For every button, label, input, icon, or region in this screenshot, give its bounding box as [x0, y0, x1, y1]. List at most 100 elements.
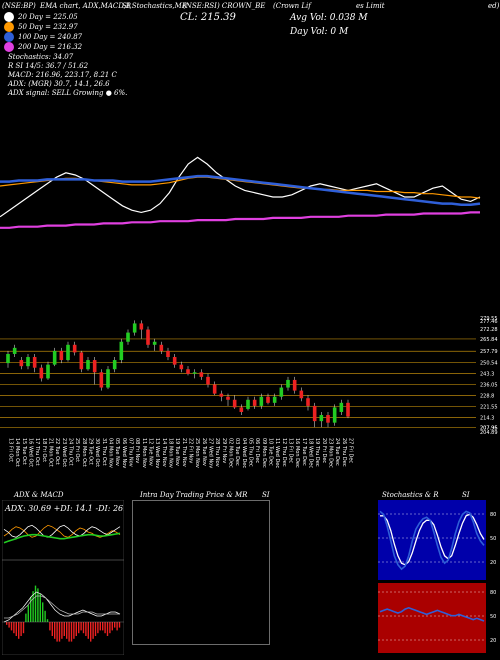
price-level-label: 279.55: [480, 316, 498, 322]
stoch-k-line: [379, 510, 485, 571]
macd-bar: [106, 622, 109, 636]
company-name-2: es Limit: [356, 2, 385, 10]
candle-body: [206, 376, 210, 385]
candle-body: [186, 369, 190, 374]
chart-description: EMA chart, ADX,MACD,B: [40, 2, 131, 10]
date-label: 24 Tue Dec: [334, 438, 340, 466]
rsi-line: [379, 606, 485, 622]
company-name-3: ed): [488, 2, 500, 10]
macd-bar: [39, 594, 41, 622]
date-label: 20 Fri Dec: [321, 438, 327, 463]
macd-bar: [102, 622, 104, 631]
date-label: 16 Wed Oct: [28, 438, 34, 467]
macd-bar: [13, 622, 15, 634]
date-label: 18 Fri Oct: [41, 438, 47, 462]
candles: [6, 320, 350, 428]
date-label: 21 Thu Nov: [181, 438, 187, 467]
candle-body: [72, 344, 77, 353]
candle-body: [339, 402, 344, 412]
macd-signal-line: [4, 595, 120, 619]
date-label: 15 Tue Oct: [21, 438, 27, 465]
price-level-label: 214.3: [480, 416, 494, 422]
date-label: 06 Fri Dec: [254, 438, 260, 463]
candle-body: [286, 379, 290, 388]
date-labels: 13 Fri Oct 14 Mon Oct 15 Tue Oct 16 Wed Oct…: [8, 438, 354, 468]
candle-body: [152, 341, 157, 345]
adx-minus-di-line: [3, 524, 121, 538]
stoch-rsi-panel: 80 50 20 80 50 20: [378, 500, 496, 653]
adx-signal: ADX signal: SELL Growing ● 6%.: [8, 89, 128, 97]
price-level-label: 277.46: [480, 319, 498, 325]
candle-body: [272, 396, 277, 403]
date-label: 05 Thu Dec: [248, 438, 254, 467]
date-label: 17 Thu Oct: [34, 438, 40, 466]
macd-bar: [109, 622, 111, 634]
macd-bar: [44, 610, 46, 622]
macd-bar: [90, 622, 92, 642]
macd-bar: [87, 622, 89, 639]
date-label: 07 Thu Nov: [128, 438, 134, 467]
date-label: 02 Mon Dec: [228, 438, 234, 468]
date-label: 31 Thu Oct: [101, 438, 107, 466]
candle-body: [19, 360, 24, 367]
macd-bar: [32, 591, 34, 622]
candle-body: [266, 396, 270, 403]
stoch-bg: [378, 500, 486, 580]
legend-swatch: [4, 12, 14, 22]
macd-bar: [58, 622, 61, 642]
macd-bar: [56, 622, 58, 642]
price-level-label: 221.55: [480, 405, 498, 411]
macd-bar: [114, 622, 116, 628]
stoch-tick-20: 20: [490, 560, 496, 566]
candle-body: [299, 390, 304, 399]
date-label: 18 Wed Dec: [308, 438, 314, 468]
legend-label: 20 Day = 225.05: [18, 13, 78, 21]
candle-body: [179, 364, 184, 370]
date-label: 28 Mon Oct: [81, 438, 87, 467]
candle-body: [6, 353, 10, 364]
date-label: 26 Tue Nov: [201, 438, 207, 466]
macd-bar: [75, 622, 77, 636]
macd-bar: [66, 622, 68, 639]
date-axis: 13 Fri Oct 14 Mon Oct 15 Tue Oct 16 Wed Oct…: [8, 438, 354, 468]
legend-ema20: 20 Day = 225.05: [4, 12, 82, 22]
date-label: 28 Thu Nov: [214, 438, 220, 467]
candle-body: [319, 415, 324, 422]
date-label: 17 Tue Dec: [301, 438, 307, 466]
date-label: 06 Wed Nov: [121, 438, 127, 468]
macd-bar: [111, 622, 113, 631]
macd-line: [3, 591, 121, 623]
macd-bar: [104, 622, 106, 634]
chart-description-2: SI,Stochastics,MR: [122, 2, 188, 10]
rsi-tick-50: 50: [490, 614, 496, 620]
macd-bar: [82, 622, 85, 634]
date-label: 23 Wed Oct: [61, 438, 67, 467]
macd-bar: [49, 622, 51, 631]
date-label: 14 Mon Oct: [14, 438, 20, 467]
date-label: 24 Thu Oct: [68, 438, 74, 466]
price-level-label: 236.05: [480, 382, 498, 388]
candle-body: [79, 352, 84, 370]
date-label: 13 Fri Dec: [288, 438, 294, 463]
candle-body: [12, 347, 17, 354]
macd-bar: [37, 588, 39, 622]
adx-box-label: ADX: 30.69 +DI: 14.1 -DI: 26.59: [4, 504, 124, 513]
price-level-label: 207.96: [480, 425, 498, 431]
price-level-label: 257.79: [480, 349, 498, 355]
candle-body: [199, 372, 204, 377]
price-level-label: 272.28: [480, 327, 498, 333]
date-label: 12 Tue Nov: [148, 438, 154, 466]
legend-swatch: [4, 22, 14, 32]
ema-legend: 20 Day = 225.05 50 Day = 232.97 100 Day …: [4, 12, 82, 52]
candle-body: [92, 360, 97, 373]
price-level-label: 250.54: [480, 360, 498, 366]
macd-bar: [10, 622, 13, 631]
candle-body: [239, 407, 244, 412]
candle-body: [232, 399, 237, 408]
rsi-tick-80: 80: [490, 590, 496, 596]
date-label: 18 Mon Nov: [168, 438, 174, 468]
legend-ema100: 100 Day = 240.87: [4, 32, 82, 42]
macd-bar: [94, 622, 97, 636]
rsi-tick-20: 20: [490, 638, 496, 644]
